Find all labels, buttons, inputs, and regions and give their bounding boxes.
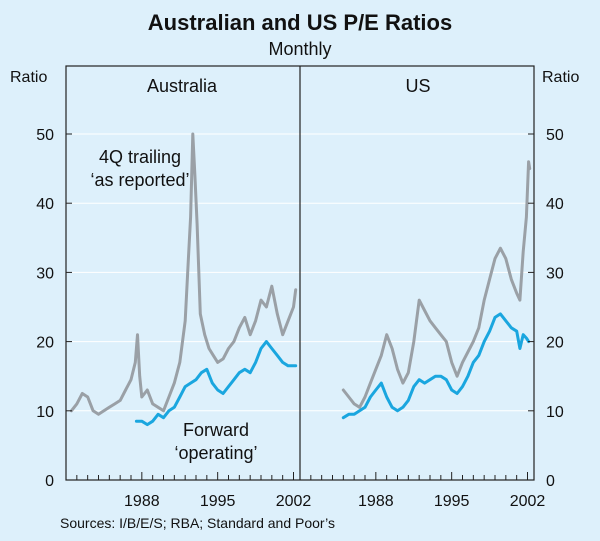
annotation-forward-line1: Forward [183, 420, 249, 440]
y-axis-label-left: Ratio [10, 69, 47, 86]
forward-pe-line-us [341, 312, 531, 420]
panel-title-us: US [405, 76, 430, 96]
axis-ticks: 0 0 10 10 20 20 30 30 40 40 50 50 1988 1995 2002 1988 19… [36, 127, 564, 510]
series-layer [69, 132, 532, 427]
annotation-forward-line2: ‘operating’ [174, 443, 257, 463]
forward-pe-line-australia [134, 340, 298, 427]
y-tick-label-right: 20 [546, 335, 564, 352]
y-axis-label-right: Ratio [542, 69, 579, 86]
y-tick-label-left: 30 [36, 265, 54, 282]
chart-subtitle: Monthly [268, 39, 331, 59]
y-tick-label-left: 0 [45, 473, 54, 490]
trailing-pe-line-australia [69, 132, 298, 416]
y-tick-label-right: 10 [546, 404, 564, 421]
y-tick-label-left: 10 [36, 404, 54, 421]
y-tick-label-right: 30 [546, 265, 564, 282]
y-tick-label-right: 40 [546, 196, 564, 213]
x-tick-label-us: 2002 [510, 493, 546, 510]
x-tick-label-us: 1988 [358, 493, 394, 510]
y-tick-label-right: 0 [546, 473, 555, 490]
y-tick-label-left: 50 [36, 127, 54, 144]
x-tick-label-us: 1995 [434, 493, 470, 510]
y-tick-label-left: 40 [36, 196, 54, 213]
panel-title-australia: Australia [147, 76, 218, 96]
annotation-trailing-line1: 4Q trailing [99, 147, 181, 167]
y-tick-label-right: 50 [546, 127, 564, 144]
chart-title: Australian and US P/E Ratios [148, 10, 452, 35]
x-tick-label-australia: 2002 [276, 493, 312, 510]
source-note: Sources: I/B/E/S; RBA; Standard and Poor… [60, 515, 335, 531]
annotation-trailing-line2: ‘as reported’ [90, 170, 189, 190]
x-tick-label-australia: 1995 [200, 493, 236, 510]
y-tick-label-left: 20 [36, 335, 54, 352]
trailing-pe-line-us [341, 160, 532, 409]
x-tick-label-australia: 1988 [124, 493, 160, 510]
